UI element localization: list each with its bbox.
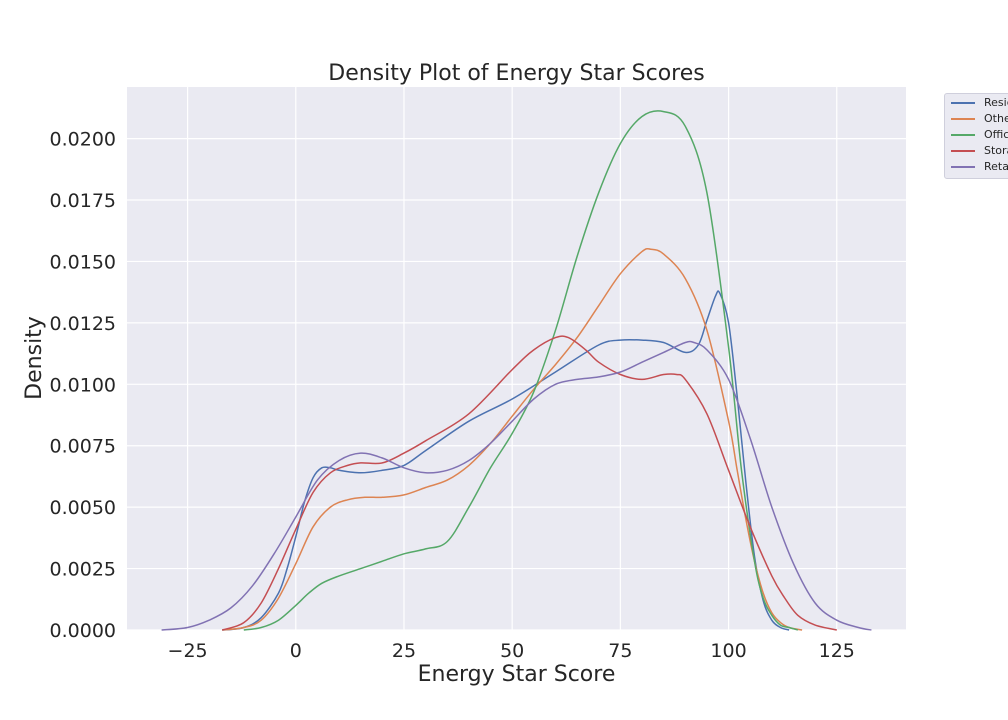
y-tick-label: 0.0125 bbox=[50, 313, 116, 335]
series-line bbox=[222, 290, 790, 631]
x-tick-label: 0 bbox=[290, 640, 302, 662]
series-lines bbox=[161, 110, 872, 631]
chart-title: Density Plot of Energy Star Scores bbox=[328, 61, 705, 86]
y-tick-label: 0.0050 bbox=[50, 497, 116, 519]
legend-item: Stora bbox=[945, 143, 1008, 159]
x-tick-label: 125 bbox=[819, 640, 855, 662]
legend-label: Retai bbox=[984, 160, 1008, 173]
legend-swatch bbox=[951, 134, 975, 136]
grid-lines bbox=[127, 87, 906, 631]
series-line bbox=[243, 110, 799, 631]
legend-swatch bbox=[951, 102, 975, 104]
series-line bbox=[221, 335, 837, 631]
x-tick-labels: −25 0 25 50 75 100 125 bbox=[168, 640, 855, 662]
y-tick-label: 0.0075 bbox=[50, 436, 116, 458]
series-line bbox=[222, 247, 803, 631]
x-tick-label: 75 bbox=[608, 640, 632, 662]
legend-label: Resid bbox=[984, 96, 1008, 109]
legend-item: Othe bbox=[945, 111, 1008, 127]
y-tick-label: 0.0000 bbox=[50, 620, 116, 642]
plot-area bbox=[127, 87, 906, 630]
legend-swatch bbox=[951, 150, 975, 152]
legend-swatch bbox=[951, 118, 975, 120]
x-tick-label: 50 bbox=[500, 640, 524, 662]
y-tick-label: 0.0100 bbox=[50, 374, 116, 396]
legend-label: Stora bbox=[984, 144, 1008, 157]
y-tick-label: 0.0200 bbox=[50, 129, 116, 151]
y-tick-label: 0.0025 bbox=[50, 559, 116, 581]
x-axis-label: Energy Star Score bbox=[418, 662, 616, 687]
y-tick-label: 0.0150 bbox=[50, 251, 116, 273]
legend-swatch bbox=[951, 166, 975, 168]
legend: Resid Othe Office Stora Retai bbox=[944, 93, 1008, 179]
y-tick-labels: 0.0000 0.0025 0.0050 0.0075 0.0100 0.0125 0.01… bbox=[50, 129, 116, 642]
x-tick-label: 100 bbox=[710, 640, 746, 662]
legend-item: Resid bbox=[945, 95, 1008, 111]
y-axis-label: Density bbox=[22, 316, 47, 400]
x-tick-label: −25 bbox=[168, 640, 208, 662]
legend-label: Othe bbox=[984, 112, 1008, 125]
x-tick-label: 25 bbox=[392, 640, 416, 662]
legend-item: Retai bbox=[945, 159, 1008, 175]
legend-item: Office bbox=[945, 127, 1008, 143]
series-line bbox=[161, 340, 872, 631]
y-tick-label: 0.0175 bbox=[50, 190, 116, 212]
legend-label: Office bbox=[984, 128, 1008, 141]
